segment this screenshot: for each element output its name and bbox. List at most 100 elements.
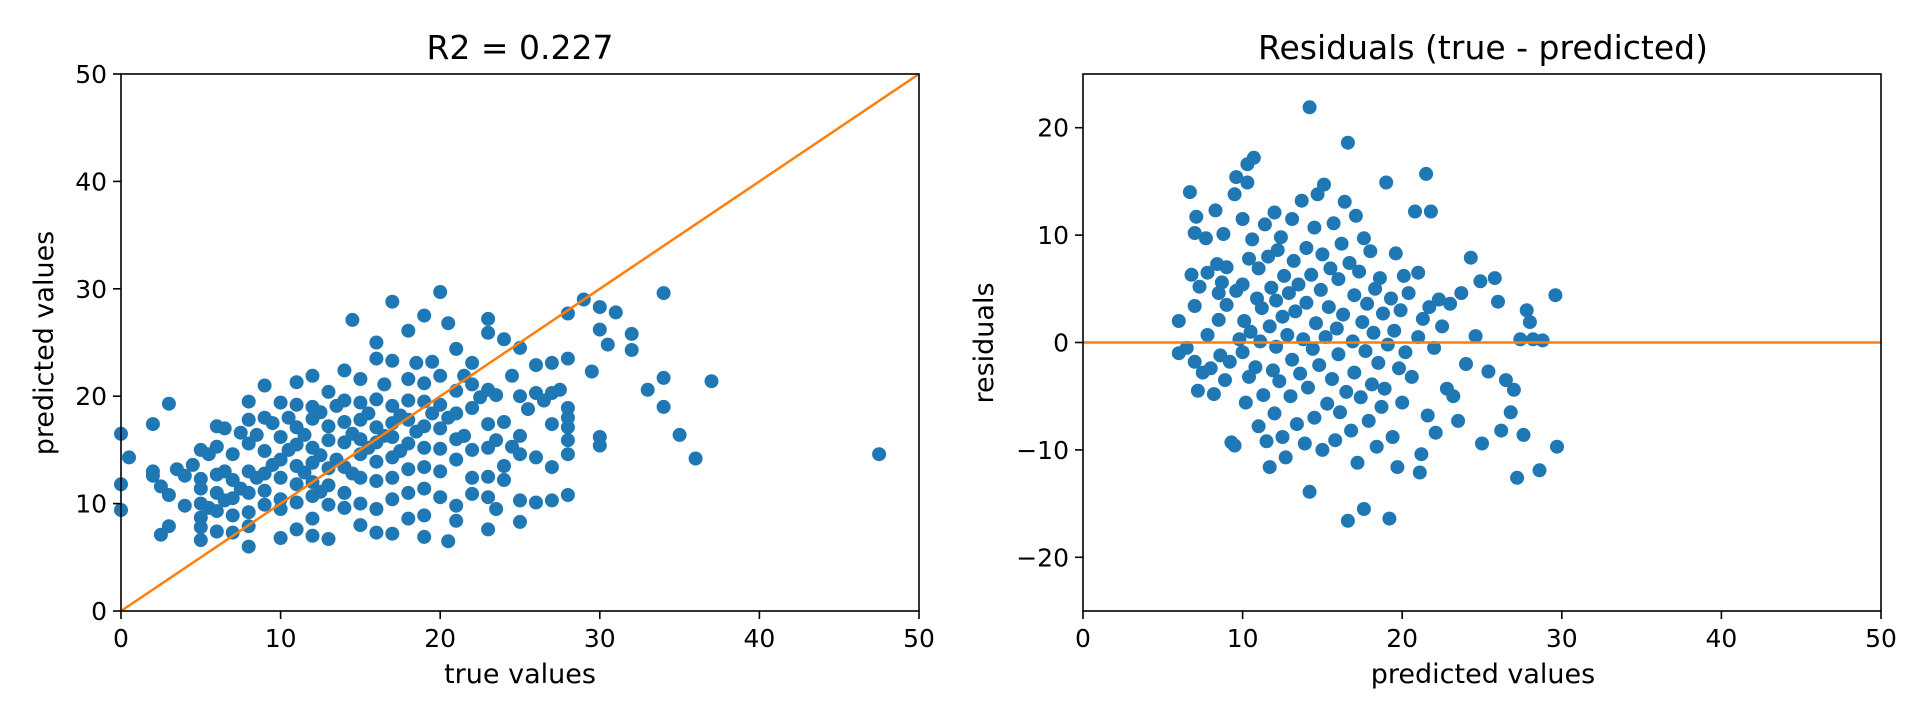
data-point — [353, 470, 368, 485]
data-point — [624, 326, 639, 341]
data-point — [193, 471, 208, 486]
data-point — [1355, 315, 1370, 330]
data-point — [209, 439, 224, 454]
data-point — [289, 522, 304, 537]
x-tick-label: 10 — [265, 624, 297, 653]
data-point — [1384, 291, 1398, 306]
data-point — [656, 370, 671, 385]
data-point — [1262, 319, 1277, 334]
data-point — [1259, 434, 1274, 449]
identity-line — [120, 72, 920, 613]
data-point — [1313, 282, 1328, 297]
data-point — [640, 382, 655, 397]
data-point — [433, 397, 448, 412]
data-point — [1473, 274, 1488, 289]
data-point — [1315, 247, 1330, 262]
data-point — [321, 419, 336, 434]
data-point — [465, 401, 480, 415]
y-tick-label: 20 — [75, 382, 107, 411]
data-point — [1302, 484, 1317, 499]
data-point — [257, 378, 272, 393]
data-point — [401, 393, 416, 408]
data-point — [1363, 244, 1378, 259]
data-point — [1243, 324, 1258, 339]
data-point — [1238, 395, 1253, 410]
data-point — [1379, 175, 1394, 190]
data-point — [385, 470, 400, 485]
data-point — [1222, 354, 1237, 369]
data-point — [337, 363, 352, 378]
data-point — [1189, 209, 1204, 224]
data-point — [1281, 286, 1296, 301]
data-point — [313, 405, 328, 420]
data-point — [241, 539, 256, 554]
data-point — [1272, 374, 1287, 389]
data-point — [1246, 150, 1261, 165]
data-point — [1377, 381, 1392, 396]
data-point — [1395, 395, 1410, 410]
x-tick-label: 0 — [113, 624, 129, 653]
data-point — [513, 389, 527, 404]
data-point — [433, 441, 448, 456]
data-point — [505, 368, 519, 383]
data-point — [1364, 377, 1379, 392]
data-point — [305, 528, 320, 543]
data-point — [385, 430, 400, 444]
data-point — [1264, 280, 1279, 295]
data-point — [544, 355, 559, 370]
data-point — [1278, 450, 1293, 465]
chart-panel-residuals: Residuals (true - predicted) predicted v… — [969, 28, 1897, 690]
data-point — [193, 481, 208, 496]
data-point — [1326, 216, 1341, 231]
y-tick-label: −20 — [1016, 543, 1069, 572]
data-point — [1269, 293, 1284, 308]
data-point — [552, 382, 567, 397]
data-point — [560, 488, 575, 502]
data-point — [361, 406, 376, 421]
data-point — [433, 464, 448, 479]
data-point — [1291, 277, 1306, 292]
data-point — [497, 332, 511, 347]
x-tick-label: 30 — [584, 624, 616, 653]
data-point — [1358, 344, 1373, 359]
data-point — [672, 427, 687, 442]
data-point — [1200, 265, 1215, 280]
data-point — [560, 420, 575, 435]
data-point — [513, 447, 527, 462]
data-point — [497, 415, 511, 429]
scatter-points — [1171, 100, 1564, 528]
data-point — [241, 505, 256, 520]
data-point — [417, 481, 432, 496]
data-point — [1227, 187, 1242, 202]
data-point — [449, 406, 464, 421]
x-tick-label: 0 — [1075, 624, 1091, 653]
data-point — [257, 444, 272, 458]
data-point — [337, 393, 352, 408]
data-point — [1267, 406, 1282, 421]
data-point — [1361, 413, 1376, 428]
data-point — [1331, 347, 1346, 362]
data-point — [1487, 271, 1502, 286]
data-point — [353, 518, 368, 533]
y-tick-label: −10 — [1016, 436, 1069, 465]
data-point — [1481, 364, 1496, 379]
data-point — [441, 534, 456, 549]
data-point — [1187, 354, 1202, 369]
x-tick-label: 50 — [1865, 624, 1897, 653]
data-point — [1305, 341, 1320, 356]
data-point — [305, 368, 320, 383]
x-tick-label: 50 — [903, 624, 935, 653]
data-point — [1315, 442, 1330, 457]
data-point — [321, 433, 336, 448]
data-point — [425, 354, 440, 369]
data-point — [1235, 277, 1250, 292]
data-point — [1516, 427, 1531, 442]
data-point — [401, 372, 416, 386]
y-tick-label: 10 — [75, 490, 107, 519]
data-point — [1187, 299, 1202, 313]
data-point — [1301, 380, 1315, 395]
data-point — [688, 451, 703, 466]
data-point — [273, 492, 288, 507]
data-point — [1211, 312, 1226, 327]
data-point — [624, 343, 639, 357]
